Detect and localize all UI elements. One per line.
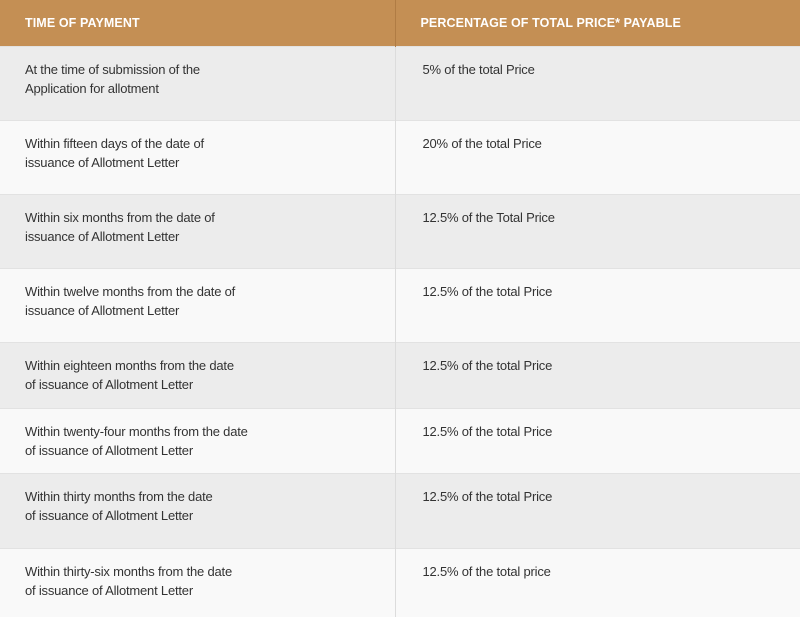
- table-row: At the time of submission of the Applicat…: [0, 46, 800, 121]
- header-percentage: PERCENTAGE OF TOTAL PRICE* PAYABLE: [394, 0, 800, 47]
- time-of-payment-cell: Within thirty-six months from the date of…: [0, 548, 395, 617]
- time-of-payment-cell: Within thirty months from the date of iss…: [0, 473, 395, 549]
- percentage-cell: 12.5% of the Total Price: [394, 194, 800, 269]
- table-row: Within twenty-four months from the date o…: [0, 408, 800, 474]
- time-of-payment-line: of issuance of Allotment Letter: [25, 583, 193, 598]
- time-of-payment-line: At the time of submission of the: [25, 62, 200, 77]
- time-of-payment-line: Within fifteen days of the date of: [25, 136, 204, 151]
- percentage-cell: 5% of the total Price: [394, 46, 800, 121]
- time-of-payment-line: Within six months from the date of: [25, 210, 215, 225]
- time-of-payment-cell: Within six months from the date of issuan…: [0, 194, 395, 269]
- time-of-payment-line: of issuance of Allotment Letter: [25, 443, 193, 458]
- time-of-payment-line: Within thirty months from the date: [25, 489, 213, 504]
- percentage-cell: 20% of the total Price: [394, 120, 800, 195]
- table-header-row: TIME OF PAYMENT PERCENTAGE OF TOTAL PRIC…: [0, 0, 800, 47]
- time-of-payment-line: of issuance of Allotment Letter: [25, 508, 193, 523]
- table-row: Within thirty-six months from the date of…: [0, 548, 800, 617]
- table-row: Within thirty months from the date of iss…: [0, 473, 800, 549]
- time-of-payment-line: Within twelve months from the date of: [25, 284, 236, 299]
- time-of-payment-line: Within eighteen months from the date: [25, 358, 234, 373]
- time-of-payment-line: Within twenty-four months from the date: [25, 424, 248, 439]
- percentage-cell: 12.5% of the total Price: [394, 408, 800, 474]
- time-of-payment-line: Application for allotment: [25, 81, 159, 96]
- percentage-cell: 12.5% of the total Price: [394, 473, 800, 549]
- time-of-payment-cell: At the time of submission of the Applicat…: [0, 46, 395, 121]
- time-of-payment-line: of issuance of Allotment Letter: [25, 377, 193, 392]
- time-of-payment-cell: Within twelve months from the date of iss…: [0, 268, 395, 343]
- percentage-cell: 12.5% of the total price: [394, 548, 800, 617]
- time-of-payment-line: Within thirty-six months from the date: [25, 564, 232, 579]
- time-of-payment-line: issuance of Allotment Letter: [25, 155, 180, 170]
- percentage-cell: 12.5% of the total Price: [394, 268, 800, 343]
- percentage-cell: 12.5% of the total Price: [394, 342, 800, 409]
- table-row: Within twelve months from the date of iss…: [0, 268, 800, 343]
- time-of-payment-cell: Within fifteen days of the date of issuan…: [0, 120, 395, 195]
- time-of-payment-line: issuance of Allotment Letter: [25, 229, 180, 244]
- time-of-payment-cell: Within eighteen months from the date of i…: [0, 342, 395, 409]
- time-of-payment-line: issuance of Allotment Letter: [25, 303, 180, 318]
- time-of-payment-cell: Within twenty-four months from the date o…: [0, 408, 395, 474]
- table-row: Within eighteen months from the date of i…: [0, 342, 800, 409]
- table-row: Within six months from the date of issuan…: [0, 194, 800, 269]
- table-row: Within fifteen days of the date of issuan…: [0, 120, 800, 195]
- header-time-of-payment: TIME OF PAYMENT: [0, 0, 395, 47]
